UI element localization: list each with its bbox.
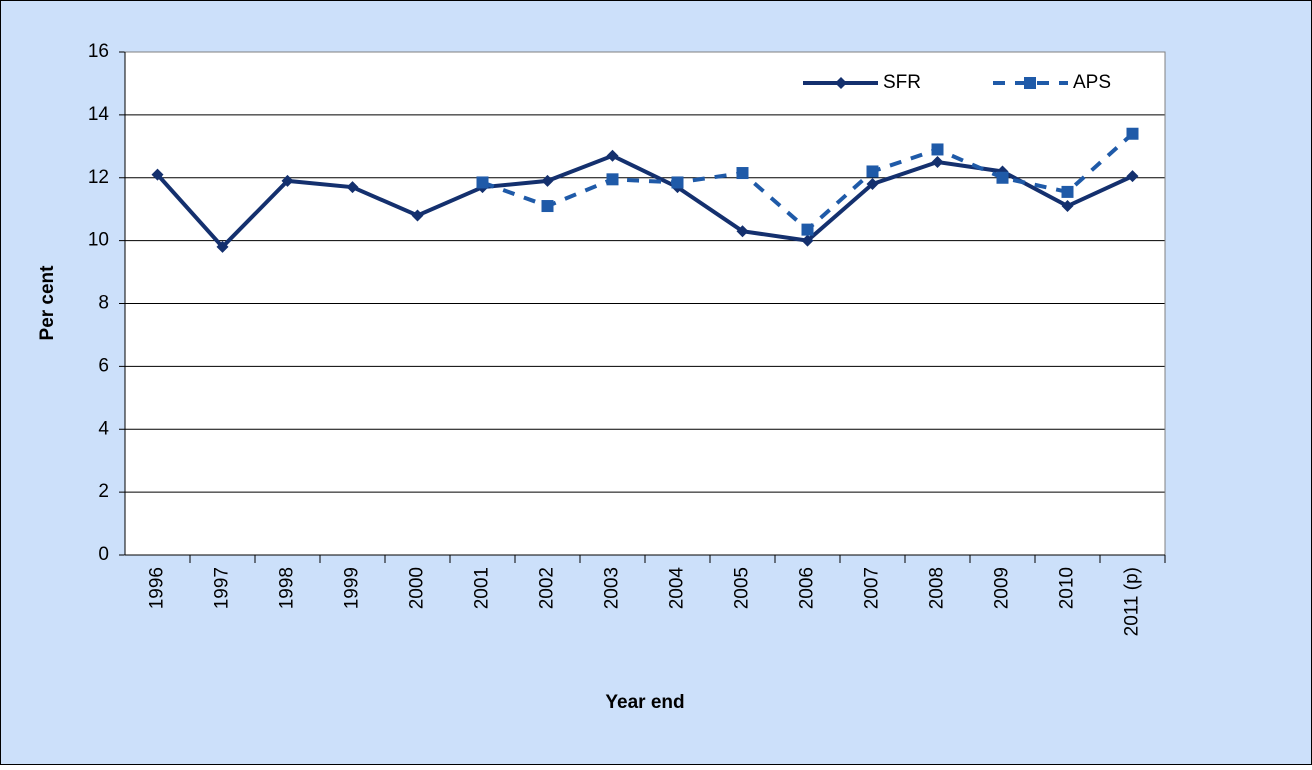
- x-tick-label: 2009: [992, 567, 1013, 609]
- x-tick-label: 2011 (p): [1122, 567, 1143, 636]
- marker: [1126, 170, 1139, 183]
- marker: [866, 178, 879, 191]
- x-tick-label: 2003: [602, 567, 623, 609]
- y-tick-label: 6: [98, 355, 109, 376]
- y-tick-label: 8: [98, 293, 109, 314]
- y-tick-label: 12: [88, 167, 109, 188]
- x-tick-label: 2004: [667, 567, 688, 610]
- y-axis-title: Per cent: [37, 265, 58, 341]
- marker: [606, 149, 619, 162]
- x-tick-label: 2002: [537, 567, 558, 609]
- x-tick-label: 1999: [342, 567, 363, 609]
- x-tick-label: 1998: [277, 567, 298, 609]
- x-tick-label: 2001: [472, 567, 493, 609]
- legend-label: APS: [1073, 72, 1111, 93]
- marker: [281, 174, 294, 187]
- x-axis-title: Year end: [605, 692, 684, 713]
- marker: [1061, 200, 1074, 213]
- marker: [671, 176, 684, 189]
- marker: [801, 234, 814, 247]
- y-tick-label: 10: [88, 230, 109, 251]
- y-tick-label: 4: [98, 418, 109, 439]
- x-tick-label: 2007: [862, 567, 883, 609]
- x-tick-label: 2000: [407, 567, 428, 609]
- marker: [931, 143, 944, 156]
- y-tick-label: 14: [88, 104, 110, 125]
- marker: [736, 167, 749, 180]
- marker: [151, 168, 164, 181]
- marker: [476, 176, 489, 189]
- marker: [736, 225, 749, 238]
- x-tick-label: 1997: [212, 567, 233, 609]
- marker: [411, 209, 424, 222]
- y-tick-label: 16: [88, 41, 109, 62]
- marker: [866, 165, 879, 178]
- y-tick-label: 0: [98, 544, 109, 565]
- marker: [801, 223, 814, 236]
- legend-marker: [1024, 77, 1036, 89]
- marker: [606, 173, 619, 186]
- marker: [931, 156, 944, 169]
- x-tick-label: 2005: [732, 567, 753, 609]
- marker: [996, 171, 1009, 184]
- marker: [1061, 185, 1074, 198]
- x-tick-label: 2008: [927, 567, 948, 609]
- x-tick-label: 2006: [797, 567, 818, 609]
- x-tick-label: 2010: [1057, 567, 1078, 609]
- y-tick-label: 2: [98, 481, 109, 502]
- marker: [541, 200, 554, 213]
- marker: [541, 174, 554, 187]
- series-line: [156, 153, 1134, 250]
- x-tick-label: 1996: [147, 567, 168, 609]
- legend-marker: [835, 77, 847, 89]
- marker: [1126, 127, 1139, 140]
- legend-label: SFR: [883, 72, 921, 93]
- marker: [346, 181, 359, 194]
- marker: [216, 240, 229, 253]
